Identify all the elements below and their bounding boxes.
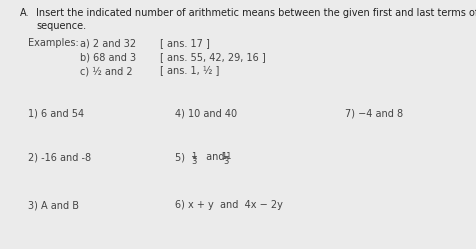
Text: 5): 5)	[175, 152, 188, 162]
Text: sequence.: sequence.	[36, 21, 86, 31]
Text: 4) 10 and 40: 4) 10 and 40	[175, 108, 237, 118]
Text: 11: 11	[220, 152, 231, 161]
Text: Examples:: Examples:	[28, 38, 79, 48]
Text: 3: 3	[191, 157, 196, 166]
Text: b) 68 and 3: b) 68 and 3	[80, 52, 136, 62]
Text: and: and	[203, 152, 227, 162]
Text: c) ½ and 2: c) ½ and 2	[80, 66, 132, 76]
Text: 3) A and B: 3) A and B	[28, 200, 79, 210]
Text: 2) -16 and -8: 2) -16 and -8	[28, 152, 91, 162]
Text: A.: A.	[20, 8, 30, 18]
Text: [ ans. 55, 42, 29, 16 ]: [ ans. 55, 42, 29, 16 ]	[159, 52, 265, 62]
Text: [ ans. 1, ½ ]: [ ans. 1, ½ ]	[159, 66, 219, 76]
Text: 1: 1	[191, 152, 196, 161]
Text: Insert the indicated number of arithmetic means between the given first and last: Insert the indicated number of arithmeti…	[36, 8, 476, 18]
Text: [ ans. 17 ]: [ ans. 17 ]	[159, 38, 209, 48]
Text: 7) −4 and 8: 7) −4 and 8	[344, 108, 402, 118]
Text: a) 2 and 32: a) 2 and 32	[80, 38, 136, 48]
Text: 6) x + y  and  4x − 2y: 6) x + y and 4x − 2y	[175, 200, 282, 210]
Text: 3: 3	[223, 157, 228, 166]
Text: 1) 6 and 54: 1) 6 and 54	[28, 108, 84, 118]
